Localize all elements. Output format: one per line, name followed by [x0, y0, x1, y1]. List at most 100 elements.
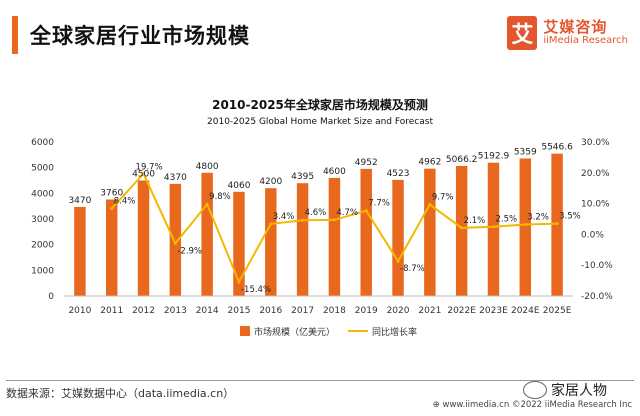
bar-value-label: 4395 — [291, 172, 314, 182]
logo-text: 艾媒咨询 iiMedia Research — [543, 19, 628, 46]
growth-value-label: 19.7% — [136, 163, 163, 173]
x-tick-label: 2018 — [323, 306, 346, 316]
growth-value-label: 7.7% — [368, 199, 390, 209]
bar-value-label: 5359 — [514, 147, 537, 157]
globe-icon: ⊕ — [432, 400, 443, 410]
growth-value-label: 3.2% — [527, 213, 549, 223]
growth-point — [301, 218, 305, 222]
x-tick-label: 2015 — [228, 306, 251, 316]
bar — [424, 168, 436, 296]
title-accent-bar — [12, 16, 18, 54]
bar-value-label: 4370 — [164, 173, 187, 183]
left-axis-tick-label: 4000 — [31, 189, 54, 199]
bar — [487, 162, 500, 296]
bar — [519, 158, 532, 296]
bar — [392, 179, 404, 296]
growth-point — [237, 280, 241, 284]
right-axis-tick-label: 10.0% — [581, 200, 610, 210]
bar — [233, 191, 245, 296]
x-tick-label: 2020 — [387, 306, 410, 316]
bar — [360, 168, 372, 296]
x-tick-label: 2023E — [479, 306, 508, 316]
x-tick-label: 2016 — [259, 306, 282, 316]
right-axis-tick-label: 0.0% — [581, 230, 604, 240]
x-tick-label: 2022E — [447, 306, 476, 316]
wechat-icon — [523, 381, 547, 399]
bar-value-label: 4060 — [228, 181, 251, 191]
bar — [328, 177, 341, 296]
growth-value-label: -8.7% — [400, 264, 425, 274]
growth-point — [428, 203, 432, 207]
growth-value-label: 4.7% — [336, 208, 358, 218]
x-tick-label: 2011 — [100, 306, 123, 316]
watermark: 家居人物 — [523, 380, 607, 400]
growth-value-label: 3.4% — [273, 212, 295, 222]
chart-title: 2010-2025年全球家居市场规模及预测 — [212, 98, 428, 112]
right-axis-tick-label: -10.0% — [581, 261, 613, 271]
bar — [169, 183, 182, 296]
logo-en: iiMedia Research — [543, 34, 628, 46]
bar-value-label: 4800 — [196, 162, 219, 172]
growth-point — [332, 218, 336, 222]
left-axis-tick-label: 5000 — [31, 164, 54, 174]
x-tick-label: 2012 — [132, 306, 155, 316]
bar — [296, 183, 309, 296]
growth-point — [364, 209, 368, 213]
x-tick-label: 2021 — [418, 306, 441, 316]
footer-divider — [6, 380, 634, 381]
legend-label-line: 同比增长率 — [372, 326, 417, 338]
growth-value-label: 9.8% — [209, 192, 231, 202]
legend-swatch-bar — [240, 326, 250, 336]
bar-value-label: 5066.2 — [446, 155, 478, 165]
growth-value-label: 2.1% — [464, 216, 486, 226]
x-tick-label: 2025E — [543, 306, 572, 316]
bar-value-label: 5192.9 — [478, 152, 510, 162]
title-bar: 全球家居行业市场规模 — [12, 14, 250, 56]
growth-point — [491, 225, 495, 229]
x-tick-label: 2024E — [511, 306, 540, 316]
legend-label-bar: 市场规模（亿美元） — [254, 326, 335, 338]
growth-value-label: -2.9% — [177, 246, 202, 256]
growth-value-label: 4.6% — [305, 208, 327, 218]
logo-mark-icon: 艾 — [507, 16, 538, 50]
bar — [265, 188, 277, 296]
chart-canvas: 0 1000 2000 3000 4000 5000 6000 -20.0% -10.0% 0.0… — [31, 138, 613, 338]
bar — [105, 199, 118, 296]
bar-value-label: 3470 — [68, 196, 91, 206]
growth-point — [555, 222, 559, 226]
footer-copyright: ©2022 iiMedia Research Inc — [511, 400, 632, 410]
right-axis-tick-label: -20.0% — [581, 292, 613, 302]
bar-value-label: 4500 — [132, 170, 155, 180]
brand-logo: 艾 艾媒咨询 iiMedia Research — [507, 16, 628, 50]
bar-value-label: 4600 — [323, 167, 346, 177]
bar — [201, 172, 213, 296]
growth-value-label: 3.5% — [559, 212, 581, 222]
x-tick-label: 2010 — [68, 306, 91, 316]
x-tick-label: 2014 — [196, 306, 219, 316]
growth-value-label: 8.4% — [114, 197, 136, 207]
watermark-text: 家居人物 — [551, 383, 607, 399]
bar-value-label: 4952 — [355, 158, 378, 168]
bar-value-label: 4523 — [387, 169, 410, 179]
growth-point — [205, 202, 209, 206]
bar — [137, 180, 150, 296]
growth-point — [142, 172, 146, 176]
left-axis-tick-label: 0 — [48, 292, 54, 302]
bar-value-label: 5546.6 — [541, 143, 573, 153]
growth-point — [523, 223, 527, 227]
left-axis-tick-label: 2000 — [31, 241, 54, 251]
data-source: 数据来源：艾媒数据中心（data.iimedia.cn） — [6, 387, 235, 400]
bar — [455, 165, 468, 296]
left-axis-tick-label: 3000 — [31, 215, 54, 225]
growth-value-label: -15.4% — [241, 285, 271, 295]
bar-value-label: 4200 — [259, 177, 282, 187]
chart-subtitle: 2010-2025 Global Home Market Size and Fo… — [207, 117, 433, 127]
growth-point — [173, 241, 177, 245]
bar-value-label: 3760 — [100, 188, 123, 198]
page-title: 全球家居行业市场规模 — [30, 24, 250, 48]
bar-value-label: 4962 — [418, 158, 441, 168]
x-tick-label: 2013 — [164, 306, 187, 316]
right-axis-tick-label: 30.0% — [581, 138, 610, 148]
right-axis-tick-label: 20.0% — [581, 169, 610, 179]
